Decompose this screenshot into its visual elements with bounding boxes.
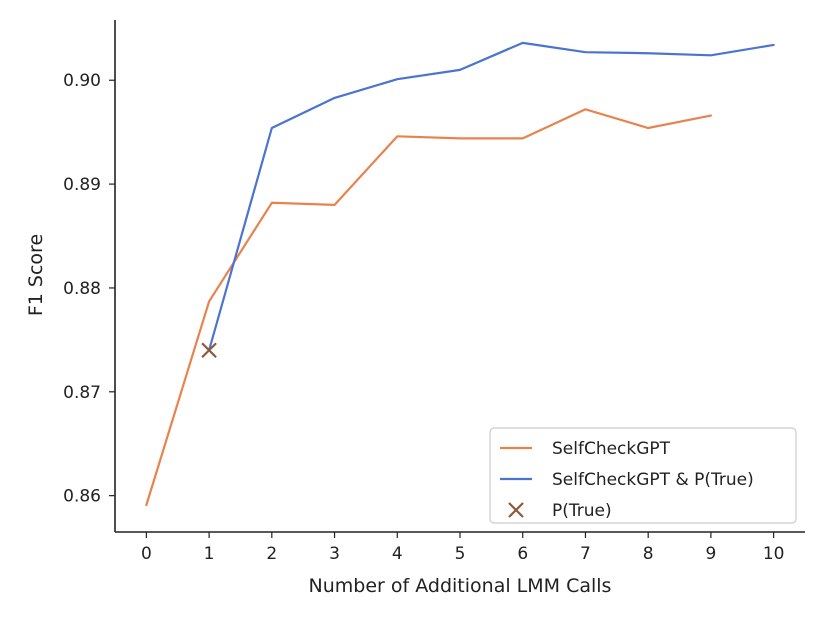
plot-area: [145, 41, 775, 507]
x-tick-label: 8: [643, 544, 654, 564]
x-tick-label: 10: [763, 544, 785, 564]
x-tick-label: 9: [705, 544, 716, 564]
legend-box: [489, 427, 797, 524]
x-tick-label: 4: [392, 544, 403, 564]
x-tick-label: 5: [455, 544, 466, 564]
legend-label-p-true: P(True): [552, 501, 612, 521]
marker-stroke: [508, 502, 524, 518]
ticks: 0 1 2 3 4 5 6 7 8 9 10 0.86 0.87 0.88 0.89 0.90: [63, 71, 784, 564]
y-tick-label: 0.87: [63, 383, 101, 403]
x-tick-label: 3: [329, 544, 340, 564]
legend-label-selfcheckgpt-p-true: SelfCheckGPT & P(True): [552, 470, 754, 490]
y-tick-label: 0.89: [63, 175, 101, 195]
legend-label-selfcheckgpt: SelfCheckGPT: [552, 439, 671, 459]
x-tick-label: 6: [517, 544, 528, 564]
x-axis-title: Number of Additional LMM Calls: [309, 575, 612, 597]
series-line-selfcheckgpt: [145, 108, 713, 507]
x-tick-label: 1: [204, 544, 215, 564]
data-point-p-true: [201, 342, 217, 359]
marker-stroke: [201, 342, 217, 359]
y-tick-label: 0.88: [63, 279, 101, 299]
y-tick-label: 0.86: [63, 487, 101, 507]
x-tick-label: 0: [141, 544, 152, 564]
x-tick-label: 2: [266, 544, 277, 564]
y-tick-label: 0.90: [63, 71, 101, 91]
series-line-selfcheckgpt-p-true: [207, 41, 775, 352]
x-tick-label: 7: [580, 544, 591, 564]
legend-marker-p-true: [508, 502, 524, 518]
legend: SelfCheckGPT SelfCheckGPT & P(True) P(True…: [489, 427, 797, 524]
y-axis-title: F1 Score: [25, 234, 47, 316]
